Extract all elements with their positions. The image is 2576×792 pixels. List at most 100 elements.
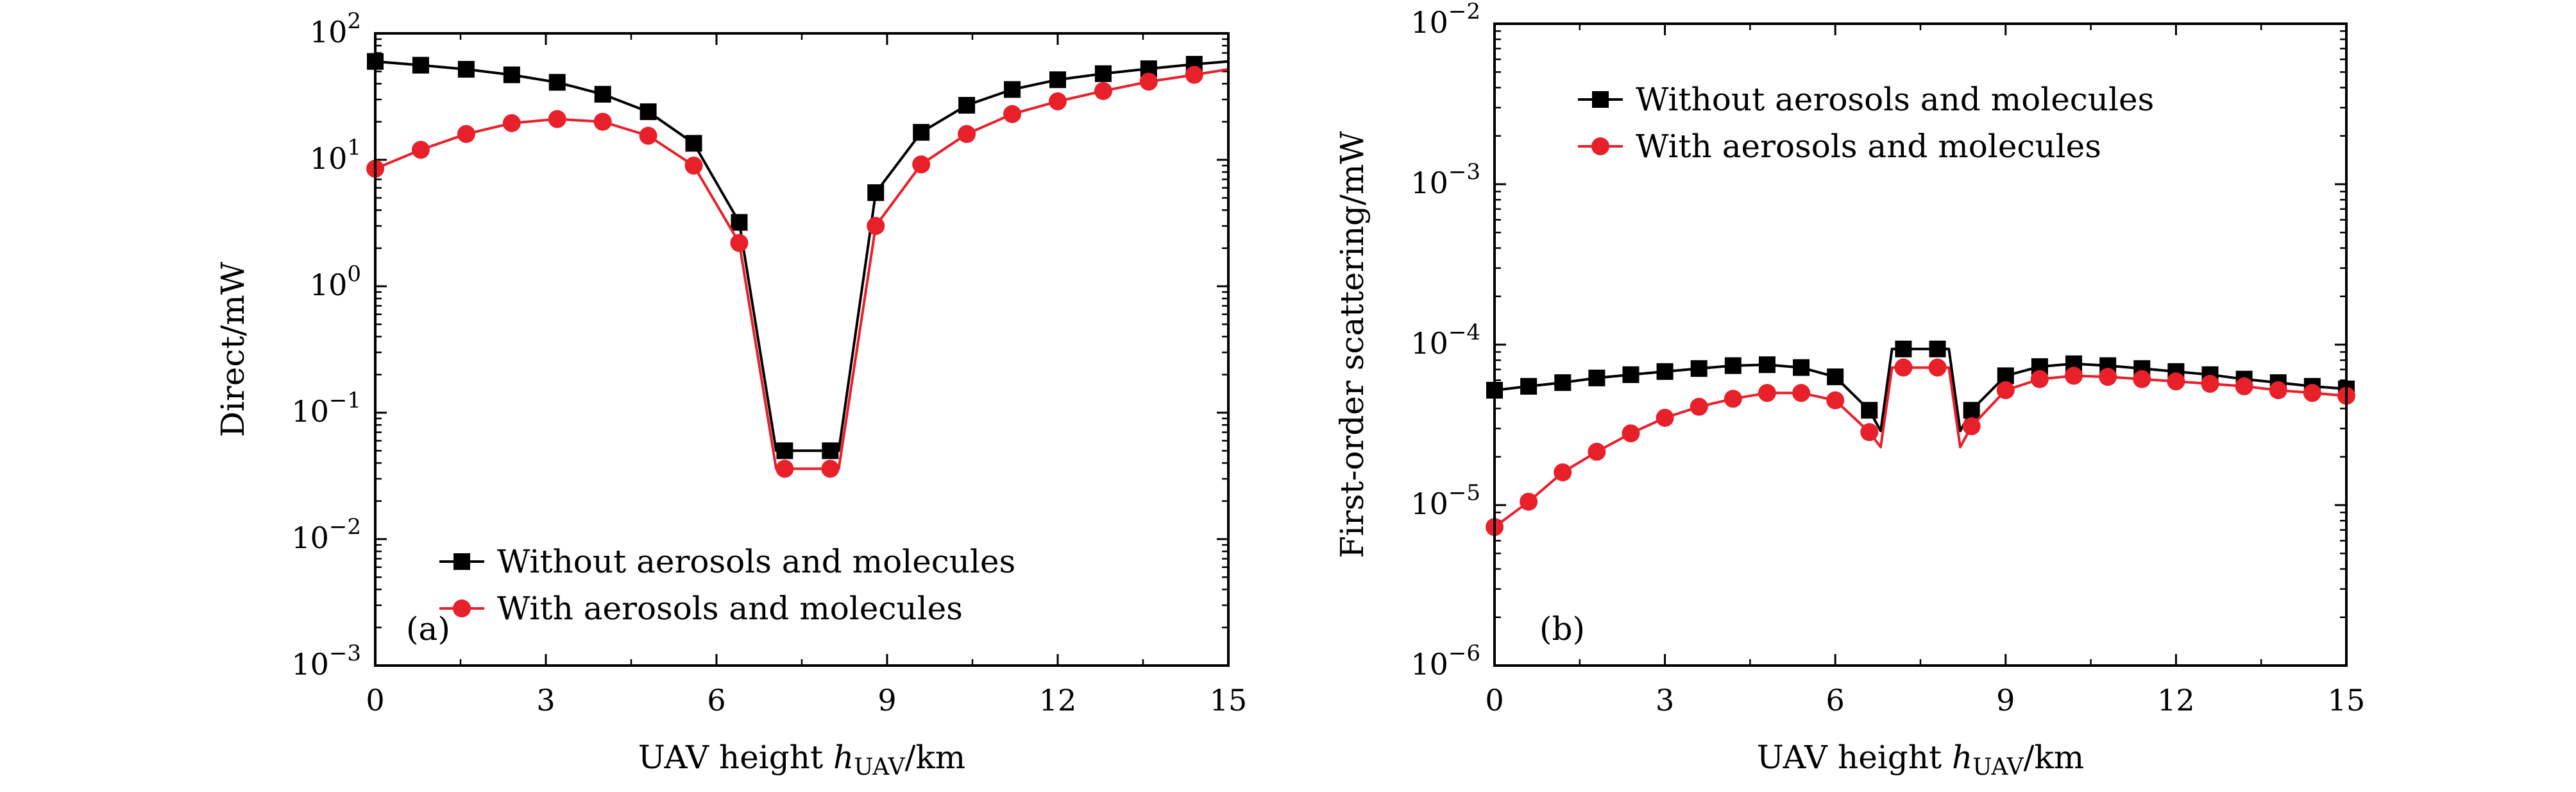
data-point-circle: [411, 141, 430, 159]
data-point-circle: [593, 112, 612, 131]
y-tick-label: 10−3: [1411, 159, 1480, 200]
data-point-circle: [1622, 424, 1640, 443]
data-point-circle: [2303, 384, 2321, 402]
data-point-circle: [2065, 366, 2083, 385]
data-point-square: [1929, 340, 1946, 357]
series-line: [375, 60, 1229, 452]
data-point-circle: [2099, 368, 2117, 386]
y-tick-label: 10−1: [291, 388, 361, 429]
data-point-circle: [1792, 384, 1811, 402]
data-point-circle: [639, 126, 657, 145]
y-axis-label: First-order scattering/mW: [1334, 131, 1371, 558]
data-point-circle: [1520, 492, 1538, 511]
data-point-circle: [1996, 381, 2015, 399]
data-point-square: [594, 85, 611, 103]
x-tick-label: 3: [536, 683, 555, 718]
data-point-square: [913, 124, 930, 141]
series-without-aerosols: [367, 53, 1229, 460]
legend-label: With aerosols and molecules: [1636, 128, 2101, 165]
data-point-circle: [2167, 372, 2185, 391]
legend-marker-square: [1592, 91, 1609, 108]
data-point-square: [1554, 374, 1572, 392]
data-point-circle: [1656, 408, 1674, 427]
data-point-circle: [1690, 397, 1708, 416]
data-point-circle: [548, 110, 566, 128]
data-point-square: [1724, 357, 1741, 374]
legend-marker-square: [453, 553, 470, 570]
data-point-circle: [730, 234, 749, 252]
legend: Without aerosols and molecules With aeros…: [1578, 81, 2154, 165]
data-point-circle: [502, 114, 521, 132]
x-tick-label: 3: [1656, 683, 1674, 718]
data-point-square: [1588, 369, 1606, 386]
data-point-square: [1793, 359, 1810, 376]
y-tick-label: 10−2: [291, 514, 361, 555]
data-point-square: [1049, 71, 1066, 89]
panel-b: 10−6 10−5 10−4 10−3 10−2 0 3 6 9 12 15 Without aero…: [1334, 0, 2365, 780]
data-point-square: [412, 56, 429, 74]
legend-label: Without aerosols and molecules: [1636, 81, 2154, 118]
x-tick-label: 12: [2157, 683, 2195, 718]
data-point-circle: [1758, 384, 1776, 402]
data-point-square: [503, 66, 520, 83]
y-tick-label: 100: [310, 261, 361, 302]
x-tick-label: 0: [1485, 683, 1504, 718]
series-line: [1493, 366, 2347, 528]
data-point-circle: [2201, 375, 2219, 393]
data-point-circle: [1185, 65, 1203, 84]
y-tick-label: 10−5: [1411, 480, 1480, 521]
data-point-circle: [1094, 82, 1112, 100]
data-point-square: [958, 97, 976, 114]
legend-marker-circle: [1591, 137, 1609, 155]
data-point-circle: [958, 125, 976, 143]
data-point-circle: [1962, 417, 1981, 436]
series-line: [1494, 347, 2347, 433]
y-tick-label: 10−3: [291, 641, 361, 682]
data-point-square: [1861, 402, 1878, 419]
legend-label: With aerosols and molecules: [497, 590, 963, 627]
legend-marker-circle: [453, 599, 471, 617]
data-point-square: [1656, 363, 1674, 380]
x-tick-label: 9: [877, 683, 896, 718]
y-tick-label: 10−6: [1411, 641, 1480, 682]
data-point-circle: [821, 460, 840, 478]
data-point-square: [1520, 377, 1538, 395]
data-point-square: [731, 214, 748, 231]
x-tick-label: 9: [1996, 683, 2015, 718]
data-point-circle: [1049, 92, 1067, 110]
data-point-circle: [2133, 370, 2151, 388]
x-tick-label: 6: [707, 683, 725, 718]
data-point-square: [776, 442, 793, 460]
panel-label: (b): [1539, 610, 1585, 648]
legend: Without aerosols and molecules With aeros…: [439, 543, 1015, 627]
x-tick-label: 15: [1210, 683, 1248, 718]
data-point-circle: [1894, 358, 1913, 377]
data-point-circle: [2269, 381, 2287, 399]
data-point-square: [1622, 366, 1640, 383]
panel-a: 10−3 10−2 10−1 100 101 102 0 3 6 9 12 15 Without aer…: [214, 8, 1247, 780]
data-point-circle: [1826, 391, 1845, 409]
x-axis-label: UAV height hUAV/km: [638, 739, 965, 780]
data-point-circle: [1928, 358, 1947, 377]
x-tick-label: 15: [2328, 683, 2366, 718]
y-tick-label: 101: [310, 135, 361, 176]
data-point-circle: [1860, 423, 1879, 442]
data-point-square: [548, 74, 566, 91]
y-tick-label: 102: [310, 8, 361, 49]
data-point-circle: [1588, 442, 1606, 461]
x-tick-label: 6: [1826, 683, 1845, 718]
data-point-circle: [2235, 377, 2253, 395]
data-point-circle: [867, 217, 885, 236]
plot-frame: [374, 32, 1230, 667]
data-point-square: [1827, 368, 1844, 386]
data-point-circle: [457, 125, 475, 143]
panel-label: (a): [406, 610, 450, 648]
data-point-square: [1758, 356, 1775, 374]
data-point-square: [1690, 360, 1707, 377]
data-point-square: [457, 60, 475, 78]
data-point-circle: [775, 460, 794, 478]
x-tick-label: 0: [366, 683, 384, 718]
y-tick-label: 10−4: [1411, 320, 1480, 361]
